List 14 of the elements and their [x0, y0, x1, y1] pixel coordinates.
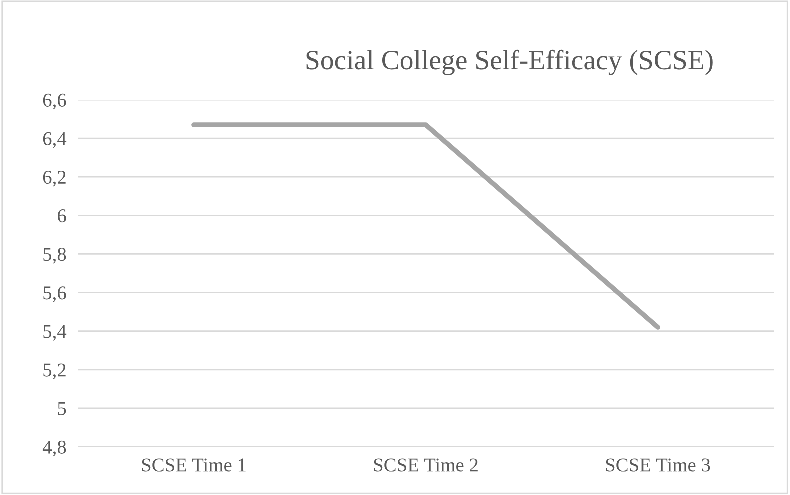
y-tick-label: 6,2 — [43, 170, 66, 187]
x-tick-label: SCSE Time 2 — [374, 458, 478, 472]
y-tick-label: 5,6 — [44, 286, 66, 303]
y-tick-label: 5 — [58, 402, 66, 416]
x-tick-label: SCSE Time 1 — [142, 458, 246, 472]
y-tick-label: 6,4 — [43, 132, 67, 148]
y-tick-label: 5,2 — [44, 364, 66, 380]
y-tick-label: 6,6 — [43, 94, 66, 110]
x-tick-label: SCSE Time 3 — [606, 458, 710, 472]
chart-title: Social College Self-Efficacy (SCSE) — [306, 50, 713, 76]
y-tick-label: 5,8 — [44, 248, 66, 264]
y-tick-label: 5,4 — [44, 325, 67, 342]
y-tick-label: 6 — [58, 210, 66, 223]
y-tick-label: 4,8 — [42, 440, 66, 457]
